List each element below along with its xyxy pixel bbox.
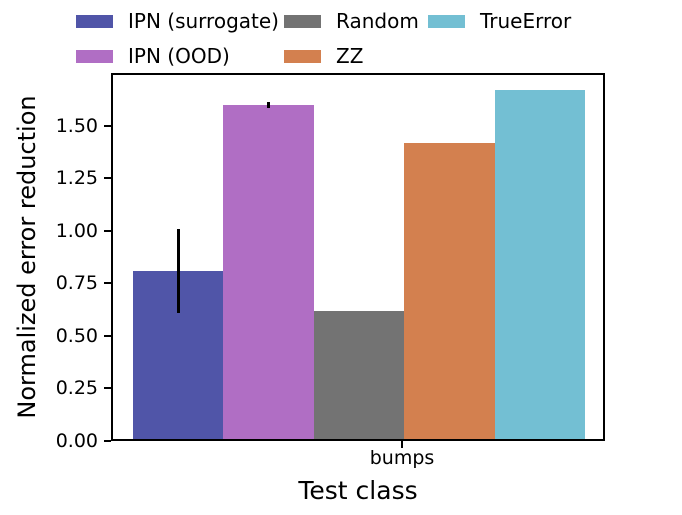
y-tick-label: 0.25: [55, 377, 98, 400]
x-tick-mark: [401, 441, 404, 448]
y-tick-label: 1.25: [55, 167, 98, 190]
bar-random: [313, 310, 405, 439]
legend-item-ipn-surrogate: IPN (surrogate): [76, 6, 284, 36]
legend-label: IPN (surrogate): [128, 9, 279, 33]
error-bar: [176, 228, 180, 313]
y-tick-mark: [104, 334, 111, 337]
y-tick-label: 0.00: [55, 430, 98, 452]
y-tick-label: 1.50: [55, 114, 98, 137]
y-tick-mark: [104, 229, 111, 232]
y-tick-mark: [104, 387, 111, 390]
error-bar: [267, 101, 271, 108]
y-tick-label: 1.00: [55, 219, 98, 242]
y-tick-label: 0.50: [55, 324, 98, 347]
legend-swatch: [284, 14, 321, 28]
y-tick-mark: [104, 124, 111, 127]
x-tick-label: bumps: [369, 447, 435, 469]
plot-area: [111, 73, 605, 441]
legend-swatch: [284, 49, 321, 63]
bar-trueerror: [494, 89, 585, 439]
y-tick-mark: [104, 440, 111, 442]
bar-zz: [404, 142, 495, 439]
legend-label: TrueError: [480, 9, 572, 33]
legend-swatch: [428, 14, 465, 28]
bar-ipn-ood: [223, 104, 314, 439]
legend-label: ZZ: [336, 44, 364, 68]
y-tick-label: 0.75: [55, 272, 98, 295]
legend-item-ipn-ood: IPN (OOD): [76, 41, 284, 71]
legend: IPN (surrogate) IPN (OOD) Random ZZ TrueErro…: [76, 6, 571, 71]
x-axis-label: Test class: [298, 476, 418, 505]
legend-item-zz: ZZ: [284, 41, 428, 71]
legend-item-random: Random: [284, 6, 428, 36]
legend-label: IPN (OOD): [128, 44, 230, 68]
y-tick-mark: [104, 282, 111, 285]
legend-label: Random: [336, 9, 419, 33]
y-axis-label: Normalized error reduction: [13, 95, 41, 419]
y-tick-mark: [104, 177, 111, 180]
legend-item-trueerror: TrueError: [428, 6, 571, 36]
legend-swatch: [76, 49, 113, 63]
legend-swatch: [76, 14, 113, 28]
